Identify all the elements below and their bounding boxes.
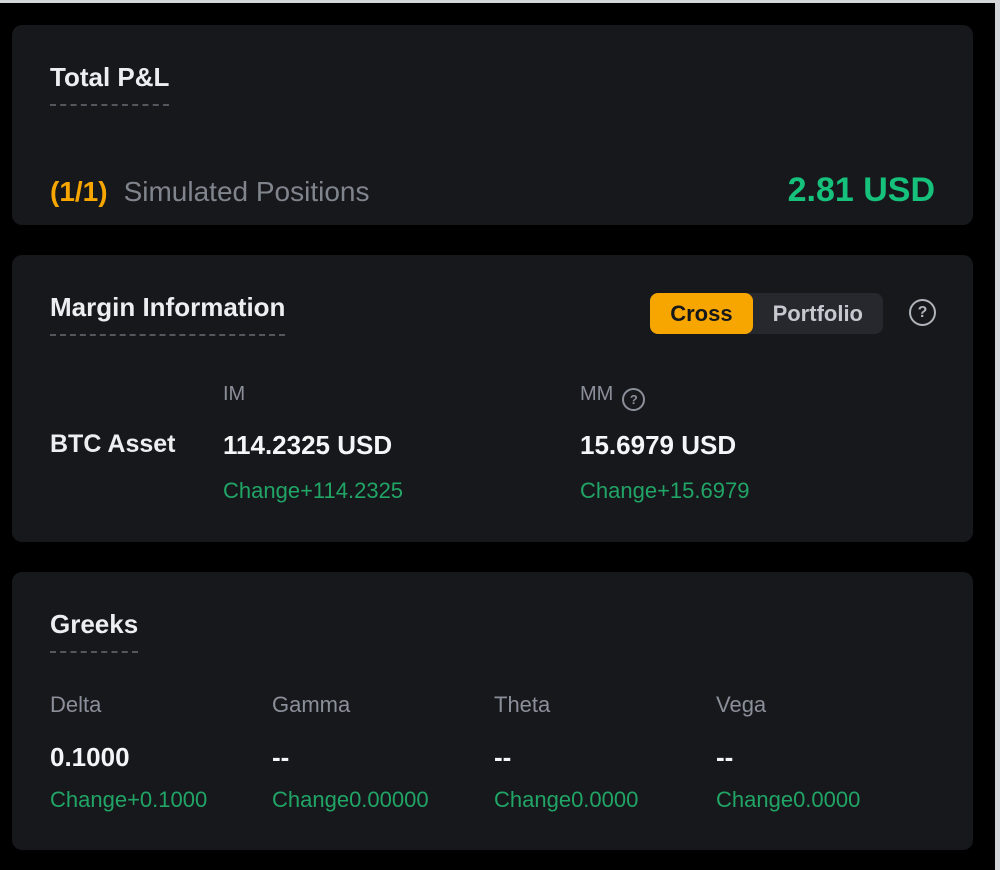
greek-label-gamma: Gamma	[272, 692, 351, 717]
greek-change-delta: Change+0.1000	[50, 787, 208, 812]
greek-value-theta: --	[494, 742, 512, 772]
greeks-title: Greeks	[50, 609, 139, 653]
greek-change-vega: Change0.0000	[716, 787, 861, 812]
greeks-panel: Greeks Delta Gamma Theta Vega 0.1000 -- …	[12, 572, 973, 850]
im-value: 114.2325 USD	[223, 430, 393, 460]
margin-help-question-circle-icon[interactable]: ?	[909, 299, 936, 326]
mm-help-question-circle-icon[interactable]: ?	[622, 388, 646, 411]
positions-label: Simulated Positions	[123, 176, 370, 207]
im-change: Change+114.2325	[223, 478, 404, 503]
toggle-cross-button[interactable]: Cross	[650, 293, 753, 334]
mm-change: Change+15.6979	[580, 478, 750, 503]
im-column-header: IM	[223, 383, 246, 405]
margin-information-panel: Margin Information Cross Portfolio ? IM …	[12, 255, 973, 542]
greek-label-theta: Theta	[494, 692, 551, 717]
greek-value-vega: --	[716, 742, 734, 772]
margin-information-title: Margin Information	[50, 292, 286, 336]
total-pnl-title: Total P&L	[50, 62, 170, 106]
window-right-edge	[995, 0, 1000, 870]
total-pnl-value: 2.81 USD	[787, 171, 935, 209]
greek-value-gamma: --	[272, 742, 290, 772]
greek-label-delta: Delta	[50, 692, 102, 717]
greeks-grid: Delta Gamma Theta Vega 0.1000 -- -- -- C…	[50, 692, 935, 813]
asset-label: BTC Asset	[50, 430, 176, 458]
toggle-portfolio-button[interactable]: Portfolio	[772, 300, 863, 326]
greek-change-theta: Change0.0000	[494, 787, 639, 812]
mm-column-header: MM?	[580, 383, 935, 411]
total-pnl-panel: Total P&L (1/1) Simulated Positions 2.81…	[12, 25, 973, 225]
mm-value: 15.6979 USD	[580, 430, 737, 460]
mm-header-label: MM	[580, 383, 614, 405]
window-top-edge	[0, 0, 1000, 3]
margin-mode-toggle: Cross Portfolio	[650, 293, 883, 334]
margin-grid: IM MM? BTC Asset 114.2325 USD 15.6979 US…	[50, 383, 935, 504]
greek-label-vega: Vega	[716, 692, 767, 717]
greek-change-gamma: Change0.00000	[272, 787, 429, 812]
pnl-summary-row: (1/1) Simulated Positions 2.81 USD	[50, 171, 935, 210]
positions-count: (1/1)	[50, 176, 108, 207]
greek-value-delta: 0.1000	[50, 742, 130, 772]
